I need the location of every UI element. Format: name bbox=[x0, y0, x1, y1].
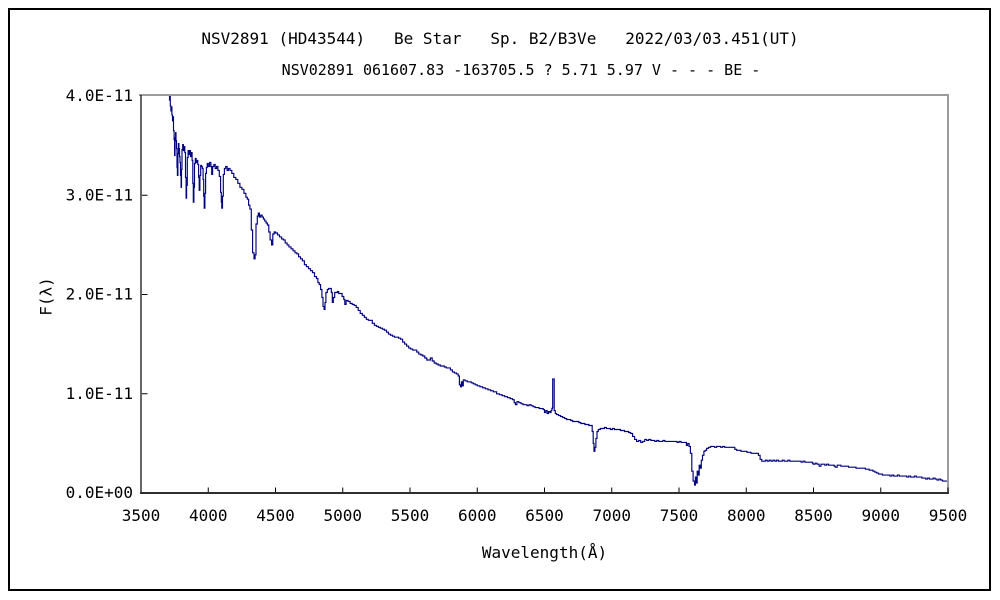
x-tick-label: 4500 bbox=[256, 506, 295, 525]
y-tick-label: 2.0E-11 bbox=[66, 285, 133, 304]
chart-title: NSV2891 (HD43544) Be Star Sp. B2/B3Ve 20… bbox=[201, 29, 799, 48]
y-tick-label: 0.0E+00 bbox=[66, 483, 133, 502]
figure-border bbox=[8, 8, 991, 591]
x-tick-label: 6000 bbox=[458, 506, 497, 525]
x-tick-label: 7000 bbox=[592, 506, 631, 525]
x-tick-label: 6500 bbox=[525, 506, 564, 525]
x-tick-label: 3500 bbox=[122, 506, 161, 525]
x-tick-label: 5000 bbox=[323, 506, 362, 525]
x-tick-label: 9000 bbox=[861, 506, 900, 525]
x-tick-label: 4000 bbox=[189, 506, 228, 525]
y-tick-label: 3.0E-11 bbox=[66, 185, 133, 204]
x-tick-label: 5500 bbox=[391, 506, 430, 525]
x-tick-label: 8000 bbox=[727, 506, 766, 525]
x-axis-label: Wavelength(Å) bbox=[481, 543, 608, 562]
spectrum-line bbox=[168, 95, 948, 486]
x-tick-label: 8500 bbox=[794, 506, 833, 525]
y-axis-label: F(λ) bbox=[36, 277, 56, 316]
x-tick-label: 7500 bbox=[660, 506, 699, 525]
x-tick-label: 9500 bbox=[929, 506, 968, 525]
y-tick-label: 1.0E-11 bbox=[66, 384, 133, 403]
chart-subtitle: NSV02891 061607.83 -163705.5 ? 5.71 5.97… bbox=[281, 61, 761, 79]
y-tick-label: 4.0E-11 bbox=[66, 86, 133, 105]
